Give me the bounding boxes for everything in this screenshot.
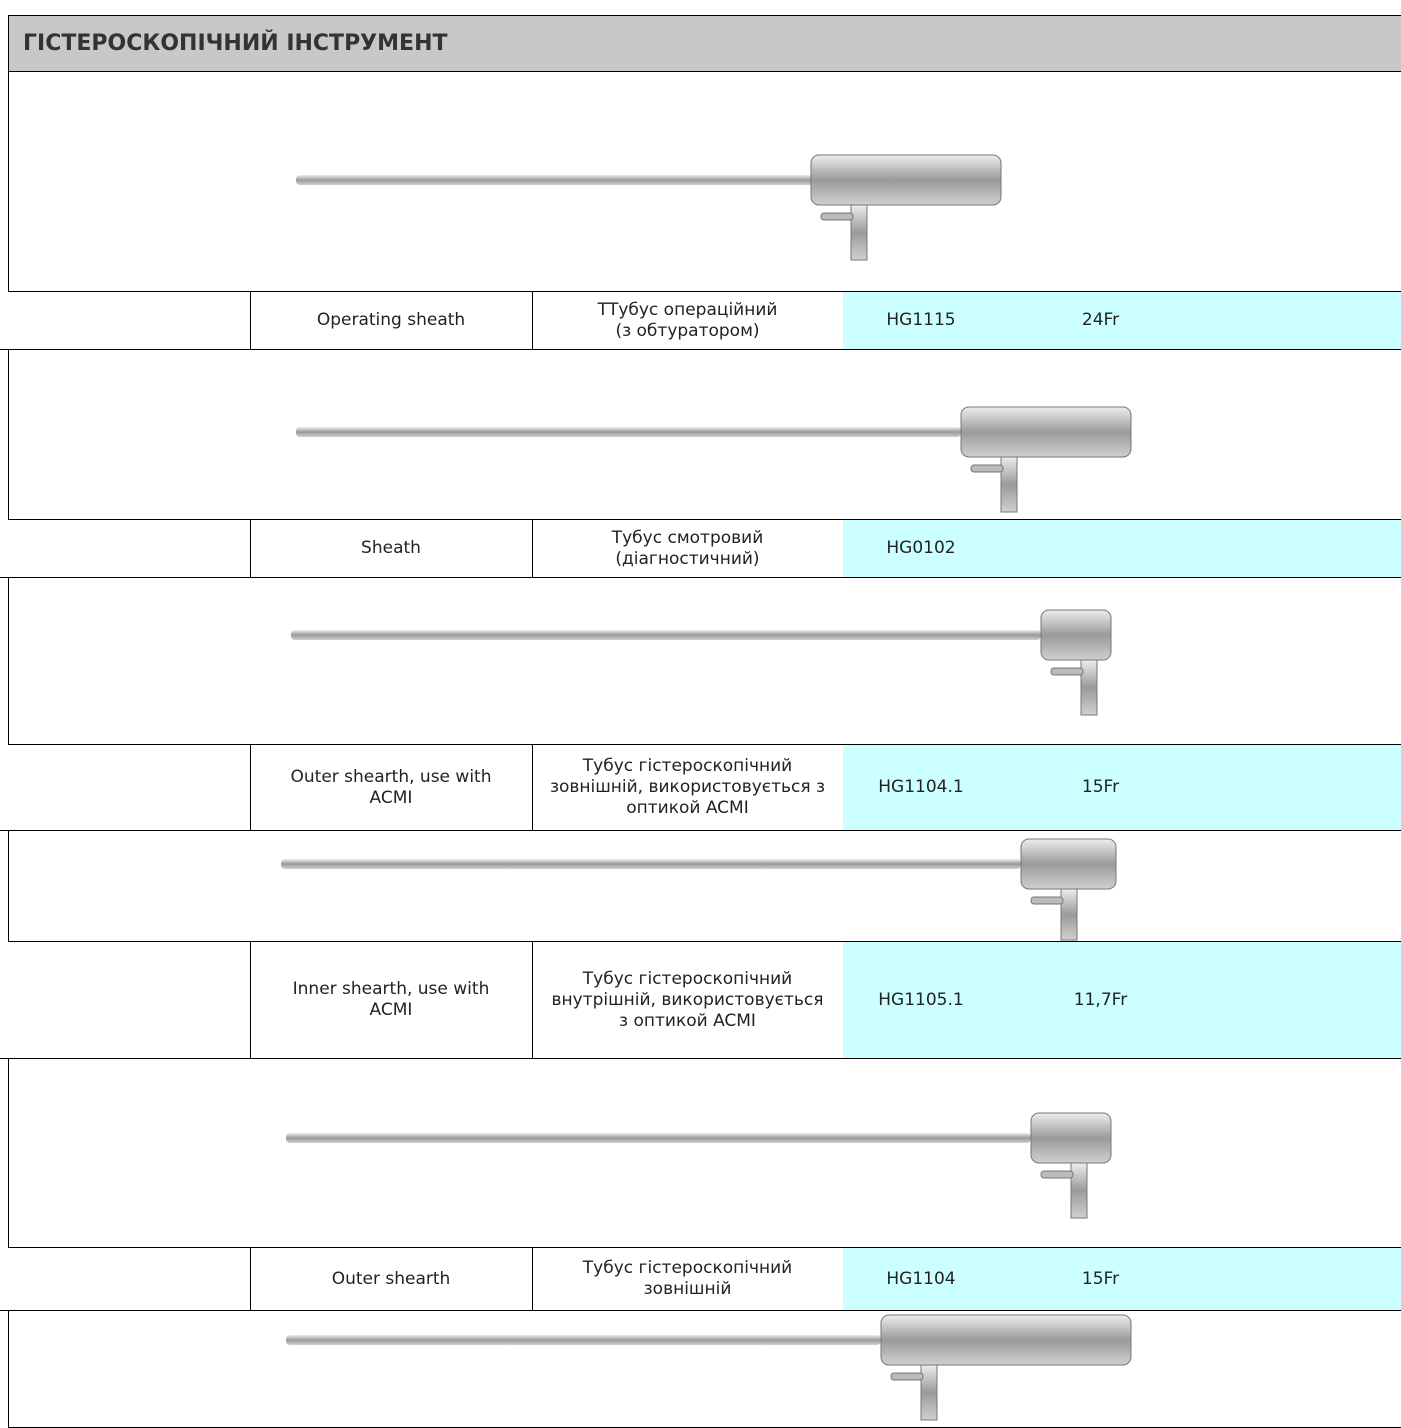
size-cell: 15Fr — [999, 1248, 1203, 1311]
instrument-image — [296, 406, 1132, 513]
text: HG1115 — [886, 310, 956, 330]
text-line: з оптикой ACMI — [619, 1010, 756, 1031]
image-cell — [8, 72, 1401, 292]
text: 15Fr — [1081, 1268, 1120, 1289]
size-cell — [999, 520, 1203, 578]
name-uk-cell: ТТубус операційний (з обтуратором) — [532, 292, 844, 350]
text: 15Fr — [1081, 777, 1120, 797]
instrument-image — [296, 154, 1002, 261]
text: HG1104 — [886, 1268, 956, 1289]
instrument-part — [1020, 838, 1117, 890]
text-line: ТТубус операційний — [597, 299, 778, 320]
instrument-image — [281, 838, 1117, 941]
empty-cell — [0, 745, 251, 831]
text-line: зовнішній — [643, 1279, 732, 1299]
instrument-part — [1040, 609, 1112, 661]
text: HG1104.1 — [878, 777, 964, 797]
text-line: Operating sheath — [316, 310, 466, 330]
header-title: ГІСТЕРОСКОПІЧНИЙ ІНСТРУМЕНТ — [8, 15, 1401, 72]
name-uk-cell: Тубус гістероскопічний зовнішній, викорис… — [532, 745, 844, 831]
text-line: Outer shearth, use with — [290, 766, 492, 787]
instrument-part — [850, 204, 868, 261]
image-cell — [8, 577, 1401, 745]
instrument-part — [970, 464, 1004, 473]
name-uk-cell: Тубус гістероскопічний внутрішній, викори… — [532, 942, 844, 1059]
instrument-part — [1070, 1162, 1088, 1219]
text-line: ACMI — [369, 1000, 413, 1020]
instrument-part — [1030, 1112, 1112, 1164]
text-line: Тубус смотровий — [611, 527, 764, 548]
empty-cell — [1202, 520, 1401, 578]
code-cell: HG1104 — [843, 1248, 1000, 1311]
empty-cell — [1202, 942, 1401, 1059]
image-cell — [8, 1058, 1401, 1248]
instrument-part — [1040, 1170, 1074, 1179]
instrument-part — [1050, 667, 1084, 676]
instrument-part — [820, 212, 854, 221]
size-cell: 15Fr — [999, 745, 1203, 831]
text-line: ACMI — [369, 787, 413, 808]
text-line: Outer shearth — [331, 1268, 451, 1289]
name-en-cell: Inner shearth, use with ACMI — [250, 942, 533, 1059]
instrument-part — [880, 1314, 1132, 1366]
instrument-part — [890, 1372, 924, 1381]
instrument-image — [286, 1314, 1132, 1421]
instrument-image — [291, 609, 1112, 716]
image-cell — [8, 349, 1401, 520]
instrument-part — [286, 1335, 881, 1345]
instrument-part — [286, 1133, 1031, 1143]
text: 11,7Fr — [1073, 989, 1128, 1010]
image-cell — [8, 1310, 1401, 1428]
empty-cell — [0, 292, 251, 350]
instrument-part — [960, 406, 1132, 458]
code-cell: HG1115 — [843, 292, 1000, 350]
empty-cell — [0, 1248, 251, 1311]
name-en-cell: Outer shearth, use with ACMI — [250, 745, 533, 831]
empty-cell — [0, 942, 251, 1059]
text-line: (з обтуратором) — [615, 320, 760, 341]
text-line: Тубус гістероскопічний — [582, 1258, 793, 1278]
text-line: Тубус гістероскопічний — [582, 968, 793, 989]
instrument-part — [1080, 659, 1098, 716]
size-cell: 24Fr — [999, 292, 1203, 350]
instrument-image — [286, 1112, 1112, 1219]
name-en-cell: Sheath — [250, 520, 533, 578]
text-line: внутрішній, використовується — [551, 989, 824, 1010]
text: 24Fr — [1081, 310, 1120, 330]
code-cell: HG1105.1 — [843, 942, 1000, 1059]
code-cell: HG0102 — [843, 520, 1000, 578]
text-line: зовнішній, використовується з — [549, 777, 826, 797]
text-line: оптикой ACMI — [626, 798, 749, 818]
name-uk-cell: Тубус смотровий (діагностичний) — [532, 520, 844, 578]
text: HG0102 — [886, 538, 956, 558]
instrument-part — [296, 427, 961, 437]
instrument-part — [1060, 888, 1078, 941]
text-line: Inner shearth, use with — [292, 979, 490, 999]
code-cell: HG1104.1 — [843, 745, 1000, 831]
instrument-part — [1000, 456, 1018, 513]
text-line: Тубус гістероскопічний — [582, 756, 793, 776]
empty-cell — [1202, 292, 1401, 350]
empty-cell — [1202, 1248, 1401, 1311]
instrument-part — [291, 630, 1041, 640]
text: HG1105.1 — [878, 989, 964, 1010]
name-en-cell: Operating sheath — [250, 292, 533, 350]
name-en-cell: Outer shearth — [250, 1248, 533, 1311]
instrument-part — [296, 175, 821, 185]
instrument-part — [810, 154, 1002, 206]
size-cell: 11,7Fr — [999, 942, 1203, 1059]
empty-cell — [1202, 745, 1401, 831]
instrument-part — [281, 859, 1021, 869]
text-line: Sheath — [361, 538, 421, 558]
image-cell — [8, 830, 1401, 942]
empty-cell — [0, 520, 251, 578]
instrument-part — [920, 1364, 938, 1421]
instrument-part — [1030, 896, 1064, 905]
name-uk-cell: Тубус гістероскопічний зовнішній — [532, 1248, 844, 1311]
text-line: (діагностичний) — [615, 548, 760, 569]
